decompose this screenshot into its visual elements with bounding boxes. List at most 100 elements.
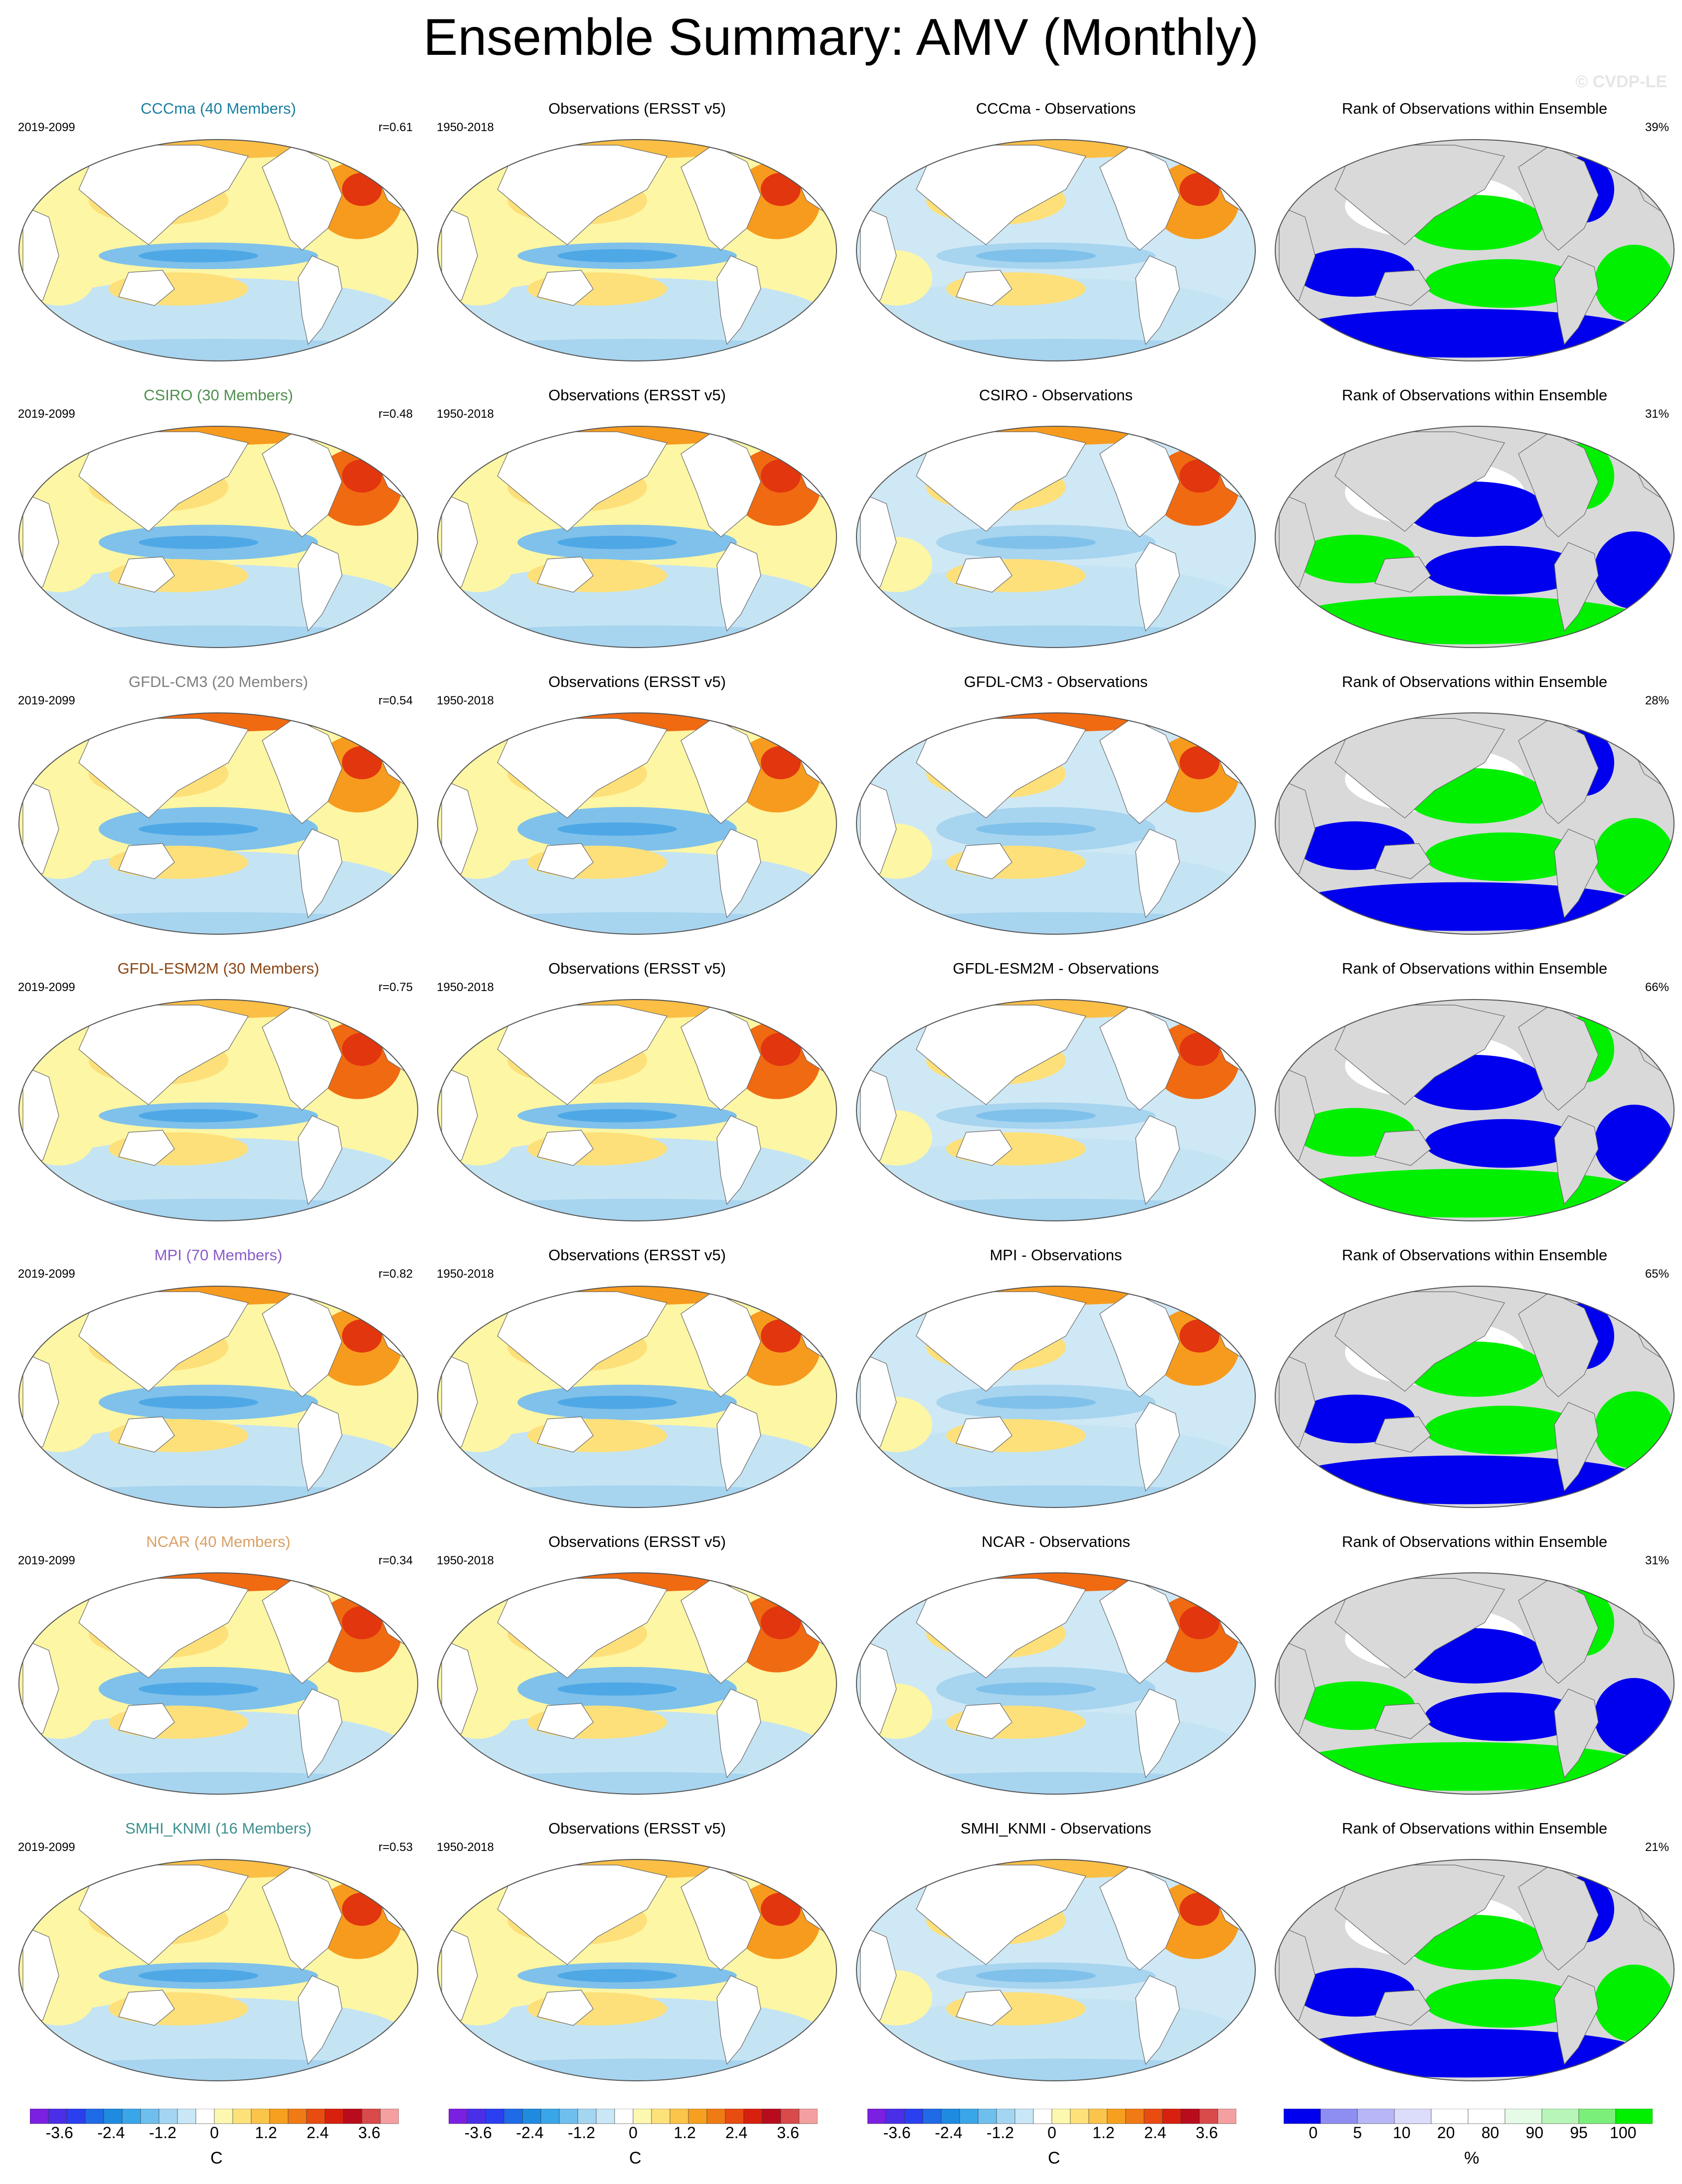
colorbar-tick-label: -1.2 [149,2124,176,2142]
rank-region-a [1285,1455,1644,1505]
rank-region-b [1594,1391,1674,1469]
asia-land [497,145,668,245]
model-period-label: 2019-2099 [18,1267,75,1281]
north-america-land [1099,1864,1180,1971]
sst-region-southern-ocean [29,1485,408,1508]
model-period-label: 2019-2099 [18,1554,75,1567]
south-america-land [1554,1115,1599,1205]
obs-map-panel: Observations (ERSST v5) 1950-2018 [428,1820,846,2106]
globe-outline [437,1286,837,1508]
globe-outline [1275,139,1675,361]
diff-globe-map [856,1286,1256,1508]
model-globe-map [18,426,418,648]
south-america-land [716,542,761,632]
south-america-land [298,1115,342,1205]
colorbar-tick-label: 1.2 [255,2124,277,2142]
obs-period-label: 1950-2018 [437,1841,494,1854]
asia-land [1335,718,1505,819]
asia-land [497,718,668,819]
sst-region-southern-ocean [866,1772,1245,1794]
south-america-land [1554,1975,1599,2065]
north-america-land [262,1864,342,1971]
globe-outline [18,426,418,648]
colorbar-swatch [1541,2108,1579,2124]
australia-land [537,556,594,593]
south-america-land [298,1975,342,2065]
colorbar-swatch [177,2108,196,2124]
asia-land [78,1864,249,1965]
asia-land [78,1005,249,1105]
globe-outline [856,1286,1256,1508]
north-america-land [262,1005,342,1111]
correlation-label: r=0.61 [378,121,413,134]
model-globe-map [18,999,418,1221]
australia-land [537,270,594,306]
sst-region-equatorial-core [139,1682,258,1696]
globe-outline [856,426,1256,648]
obs-period-label: 1950-2018 [437,694,494,707]
sst-region-equatorial-core [557,1395,677,1409]
colorbar-swatch [885,2108,905,2124]
rank-region-b [1594,1678,1674,1756]
diff-map-panel: CSIRO - Observations [846,386,1265,673]
sst-region-southern-ocean [448,912,827,934]
sst-region-southern-ocean [448,1198,827,1221]
model-map-panel: CSIRO (30 Members) 2019-2099 r=0.48 [9,386,428,673]
south-america-land [716,829,761,919]
colorbar-swatch [122,2108,141,2124]
colorbar-swatch [1162,2108,1181,2124]
correlation-label: r=0.53 [378,1841,413,1854]
sst-region-equatorial-core [976,1395,1096,1409]
sst-region-equatorial-core [557,1682,677,1696]
colorbar-swatch [288,2108,307,2124]
north-america-land [1518,431,1599,537]
rank-map-panel: Rank of Observations within Ensemble 21% [1265,1820,1682,2106]
colorbar-swatch [306,2108,326,2124]
model-globe-map [18,1572,418,1795]
colorbar-swatch [103,2108,123,2124]
rank-globe-map [1275,139,1675,361]
rank-region-b [1425,1692,1584,1741]
south-america-land [1135,1688,1180,1779]
colorbar-tick-label: 1.2 [1092,2124,1115,2142]
north-america-land [680,1578,761,1684]
rank-percent-label: 31% [1645,1554,1669,1567]
asia-land [916,145,1086,245]
australia-land [537,1990,594,2026]
colorbar-tick-label: 2.4 [725,2124,748,2142]
south-america-land [1135,1115,1180,1205]
rank-panel-title: Rank of Observations within Ensemble [1342,1533,1608,1550]
sst-region-equatorial-core [139,1109,258,1123]
model-map-panel: MPI (70 Members) 2019-2099 r=0.82 [9,1246,428,1533]
diff-colorbar-swatches [867,2108,1237,2124]
sst-region-southern-ocean [866,1485,1245,1508]
asia-land [78,145,249,245]
colorbar-tick-label: 5 [1353,2124,1362,2142]
sst-region-equatorial-core [139,1395,258,1409]
colorbar-swatch [195,2108,215,2124]
model-map-panel: SMHI_KNMI (16 Members) 2019-2099 r=0.53 [9,1820,428,2106]
australia-land [118,1990,175,2026]
obs-period-label: 1950-2018 [437,1554,494,1567]
colorbar-swatch [1070,2108,1089,2124]
south-america-land [298,255,342,345]
colorbar-tick-label: 2.4 [306,2124,329,2142]
rank-globe-map [1275,712,1675,935]
australia-land [537,1703,594,1739]
obs-period-label: 1950-2018 [437,121,494,134]
colorbar-swatch [1468,2108,1506,2124]
sst-region-southern-ocean [448,338,827,361]
rank-region-a [1285,2028,1644,2078]
colorbar-swatch [1088,2108,1108,2124]
south-america-land [716,255,761,345]
south-america-land [1135,542,1180,632]
rank-panel-title: Rank of Observations within Ensemble [1342,386,1608,404]
colorbar-swatch [485,2108,505,2124]
rank-panel-title: Rank of Observations within Ensemble [1342,673,1608,690]
model-panel-title: CSIRO (30 Members) [144,386,293,404]
asia-land [916,1864,1086,1965]
globe-outline [1275,426,1675,648]
sst-region-southern-ocean [448,625,827,648]
diff-globe-map [856,1572,1256,1795]
colorbar-swatch [29,2108,49,2124]
